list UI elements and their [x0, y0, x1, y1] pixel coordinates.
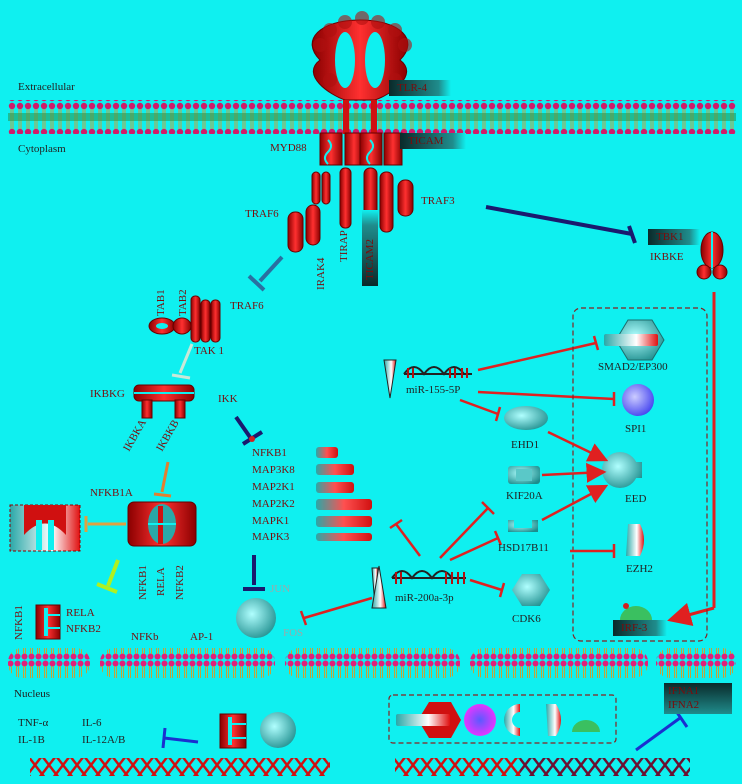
spi1-icon [622, 384, 654, 416]
tak1-label: TAK 1 [194, 345, 224, 357]
cdk6-icon [512, 574, 550, 606]
nfkb-label: NFKb [131, 631, 159, 643]
kif20a-label: KIF20A [506, 490, 543, 502]
dna-strand-left [30, 758, 330, 776]
traf3-label: TRAF3 [421, 195, 455, 207]
il1b-label: IL-1B [18, 734, 45, 746]
activation-arrows-eed [541, 430, 616, 558]
nuclear-targets-icons [396, 702, 600, 738]
ifna-tag: IFNA1 IFNA2 [664, 683, 732, 714]
mir155-inhibition-lines [459, 335, 616, 422]
cytokine-inhibitor [161, 727, 199, 749]
ezh2-icon [626, 524, 644, 556]
nfkb-side-block [35, 604, 61, 640]
ikbke-label: IKBKE [650, 251, 684, 263]
tab-traf6-complex [148, 295, 221, 343]
ikk-target-1: MAP3K8 [252, 464, 295, 476]
nfkb2-side-label: NFKB2 [66, 623, 101, 635]
ifna2-label: IFNA2 [668, 699, 700, 711]
ehd1-label: EHD1 [511, 439, 540, 451]
myd88-label: MYD88 [270, 142, 307, 154]
ehd1-icon [504, 406, 548, 430]
jun-inhibitor [243, 555, 265, 591]
ikbke-icon [696, 231, 728, 280]
jun-fos-icon [236, 598, 276, 638]
ikbkb-to-nfkb1a-link [153, 461, 172, 498]
nfkb1a-label: NFKB1A [90, 487, 133, 499]
fos-label: FOS [283, 627, 304, 639]
ikk-target-0: NFKB1 [252, 447, 287, 459]
kif20a-inner [516, 469, 532, 481]
mir200-inhibition-lines [299, 501, 506, 626]
mir155-hairpin-icon [383, 359, 472, 399]
dna-strand-right-a [395, 758, 520, 776]
tab1-label: TAB1 [155, 289, 167, 316]
mir200-hairpin-icon [371, 565, 466, 609]
tbk1-tag: TBK1 [648, 229, 700, 245]
adaptor-cylinders [287, 167, 414, 253]
ikbkg-label: IKBKG [90, 388, 125, 400]
tlr4-transmembrane-left [343, 100, 349, 134]
green-inhibitor [96, 559, 120, 594]
nuclear-nfkb-block [219, 713, 247, 749]
nuclear-envelope [8, 648, 736, 678]
nfkb-gate-complex [9, 504, 81, 552]
tnfa-label: TNF-α [18, 717, 49, 729]
tlr4-transmembrane-right [371, 100, 377, 134]
il12-label: IL-12A/B [82, 734, 126, 746]
irak4-label: IRAK4 [315, 257, 327, 290]
nuclear-jun-fos-icon [260, 712, 296, 748]
eed-label: EED [625, 493, 647, 505]
ap1-label: AP-1 [190, 631, 214, 643]
nfkb1a-complex [127, 501, 197, 547]
rela-vertical-label: RELA [155, 567, 167, 596]
nfkb2-vertical-label: NFKB2 [174, 565, 186, 600]
ikk-inhibitor [234, 415, 264, 446]
nfkb1-side-label: NFKB1 [13, 605, 25, 640]
cdk6-label: CDK6 [512, 613, 541, 625]
spi1-label: SPI1 [625, 423, 647, 435]
irf3-icon [620, 603, 652, 620]
region-label-cytoplasm: Cytoplasm [18, 143, 66, 155]
il6-label: IL-6 [82, 717, 102, 729]
mir200-label: miR-200a-3p [395, 592, 454, 604]
ifn-inhibitor [635, 707, 689, 752]
region-label-extracellular: Extracellular [18, 81, 75, 93]
rela-side-label: RELA [66, 607, 95, 619]
traf6-inhibitor [247, 255, 284, 292]
ikk-target-4: MAPK1 [252, 515, 290, 527]
dna-strand-right-b [520, 758, 690, 776]
tlr4-tag: TLR-4 [389, 80, 451, 96]
ezh2-label: EZH2 [626, 563, 653, 575]
traf6-label-bottom: TRAF6 [230, 300, 264, 312]
jun-label: JUN [270, 583, 291, 595]
smad2-ep300-icon [604, 319, 665, 361]
tak1-link [171, 343, 194, 380]
ikk-label: IKK [218, 393, 238, 405]
traf6-label-top: TRAF6 [245, 208, 279, 220]
nfkb1-vertical-label: NFKB1 [137, 565, 149, 600]
eed-icon [602, 452, 642, 488]
nfkb1a-to-gate-inhibitor [84, 516, 126, 532]
tirap-label: TIRAP [338, 230, 350, 262]
myd88-ticam-adaptors [319, 132, 403, 166]
ifna1-label: IFNA1 [668, 685, 700, 697]
hsd17b11-label: HSD17B11 [498, 542, 549, 554]
ikk-target-5: MAPK3 [252, 531, 290, 543]
smad2-label: SMAD2/EP300 [598, 361, 668, 373]
tab2-label: TAB2 [177, 289, 189, 316]
ikk-target-3: MAP2K2 [252, 498, 295, 510]
ikk-target-2: MAP2K1 [252, 481, 295, 493]
ikk-target-bars [316, 447, 372, 541]
region-label-nucleus: Nucleus [14, 688, 51, 700]
mir155-label: miR-155-5P [406, 384, 461, 396]
nuclear-targets-box [388, 694, 617, 744]
traf3-inhibits-tbk1 [485, 205, 637, 244]
ticam2-tag: TICAM2 [362, 210, 378, 286]
ticam-tag: TICAM [400, 133, 466, 149]
irf3-tag: IRF-3 [613, 620, 667, 636]
ikbkg-complex [133, 384, 195, 419]
hsd17b11-icon [508, 520, 538, 532]
